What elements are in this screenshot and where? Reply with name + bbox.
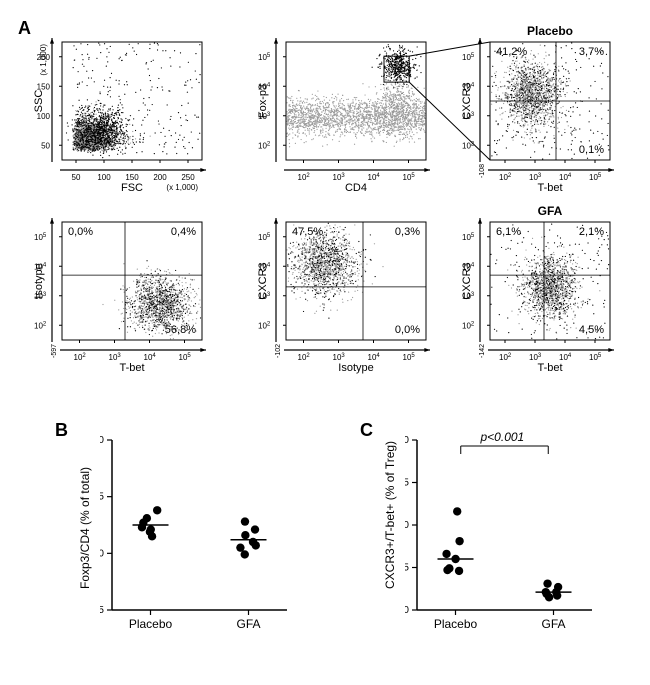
scatter-ssc-fsc: 5010015020025050100150200(x 1,000)(x 1,0… (62, 42, 202, 160)
svg-text:50: 50 (41, 141, 50, 150)
svg-text:200: 200 (153, 173, 167, 182)
panel-label-b: B (55, 420, 68, 441)
svg-text:50: 50 (72, 173, 81, 182)
panel-label-a: A (18, 18, 31, 39)
svg-text:150: 150 (125, 173, 139, 182)
scatter-foxp3-cd4: 102102103103104104105105Fox-p3CD4 (286, 42, 426, 160)
dotplot-cxcr3-tbet: 0.02.55.07.510.0PlaceboGFACXCR3+/T-bet+ … (405, 430, 600, 640)
scatter-cxcr3-isotype: 102102103103104104105105-10247,5%0,3%0,0… (286, 222, 426, 340)
scatter-gfa: 102102103103104104105105-1426,1%2,1%4,5%… (490, 222, 610, 340)
svg-text:100: 100 (97, 173, 111, 182)
scatter-placebo: 102102103103104104105105-10841,2%3,7%0,1… (490, 42, 610, 160)
scatter-isotype-tbet: 102102103103104104105105-5970,0%0,4%56,8… (62, 222, 202, 340)
svg-text:(x 1,000): (x 1,000) (39, 44, 48, 76)
svg-text:250: 250 (181, 173, 195, 182)
dotplot-foxp3-cd4: 2.55.07.510.0PlaceboGFAFoxp3/CD4 (% of t… (100, 430, 295, 640)
panel-label-c: C (360, 420, 373, 441)
